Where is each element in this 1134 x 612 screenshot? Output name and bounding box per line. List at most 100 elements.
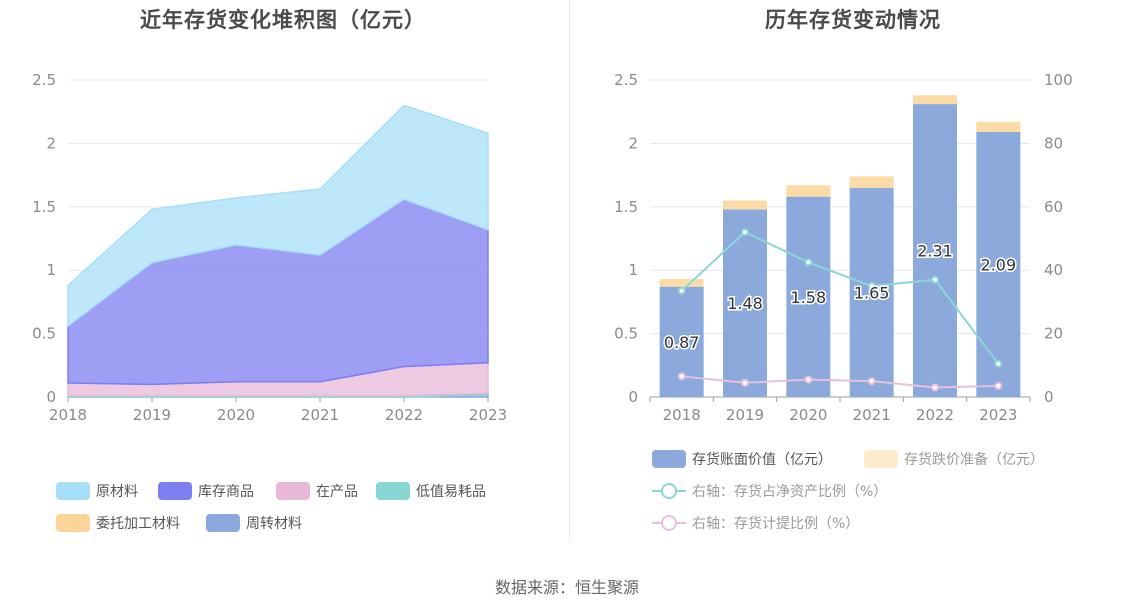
- legend-swatch: [376, 482, 410, 500]
- legend-label: 库存商品: [198, 484, 254, 500]
- left-chart-legend: 原材料 库存商品 在产品 低值易耗品委托加工材料 周转材料: [0, 0, 566, 560]
- y-right-tick-label: 40: [1044, 261, 1063, 279]
- bar-data-label: 2.09: [981, 255, 1017, 274]
- y-right-tick-label: 100: [1044, 71, 1073, 89]
- panel-divider: [569, 0, 570, 542]
- legend-label: 在产品: [316, 484, 358, 500]
- legend-label: 委托加工材料: [96, 516, 180, 532]
- stacked-area-chart: 0 0.5 1 1.5 2 2.5 2018 2019 2020 2021 2022 2023: [32, 71, 507, 424]
- line-point: [677, 286, 686, 295]
- y-tick-label: 0.5: [32, 325, 56, 343]
- legend-label: 存货账面价值（亿元）: [692, 452, 832, 468]
- y-left-tick-label: 0: [628, 388, 638, 406]
- y-tick-label: 0: [46, 388, 56, 406]
- line-point: [994, 359, 1003, 368]
- legend-item-0[interactable]: 存货账面价值（亿元）: [652, 449, 832, 469]
- y-right-tick-label: 80: [1044, 134, 1063, 152]
- right-chart-legend: 存货账面价值（亿元） 存货跌价准备（亿元） 右轴：存货占净资产比例（%） 右轴：存货计…: [572, 0, 1134, 560]
- bar-data-label: 0.87: [664, 333, 700, 352]
- y-right-tick-label: 20: [1044, 325, 1063, 343]
- bar-data-label: 1.48: [727, 294, 763, 313]
- y-left-tick-label: 1: [628, 261, 638, 279]
- line-point: [994, 381, 1003, 390]
- x-tick-label: 2018: [663, 406, 701, 424]
- bar-impairment-reserve: [913, 95, 957, 105]
- right-chart-title: 历年存货变动情况: [765, 8, 941, 32]
- bar-book-value: [723, 209, 767, 397]
- y-left-tick-label: 0.5: [614, 325, 638, 343]
- bar-book-value: [913, 104, 957, 397]
- data-source-caption: 数据来源：恒生聚源: [494, 578, 639, 597]
- legend-swatch: [652, 450, 686, 468]
- legend-swatch: [864, 450, 898, 468]
- y-left-tick-label: 2.5: [614, 71, 638, 89]
- legend-label: 右轴：存货占净资产比例（%）: [692, 484, 888, 500]
- y-left-tick-label: 2: [628, 134, 638, 152]
- legend-item-3[interactable]: 低值易耗品: [376, 481, 486, 501]
- x-tick-label: 2023: [979, 406, 1017, 424]
- legend-label: 低值易耗品: [416, 484, 486, 500]
- line-point: [741, 378, 749, 387]
- bar-impairment-reserve: [659, 279, 704, 287]
- line-point: [804, 258, 813, 267]
- x-tick-label: 2022: [916, 406, 954, 424]
- line-point: [867, 282, 876, 291]
- x-tick-label: 2021: [853, 406, 891, 424]
- y-left-tick-label: 1.5: [614, 198, 638, 216]
- y-right-tick-label: 0: [1044, 388, 1054, 406]
- legend-label: 原材料: [96, 484, 138, 500]
- x-tick-label: 2018: [49, 406, 87, 424]
- bar-data-label: 1.65: [854, 283, 890, 302]
- inventory-stacked-area-panel: 近年存货变化堆积图（亿元） 0 0.5 1 1.5 2 2.5 2018 2019 2020 20…: [0, 0, 566, 560]
- bar-book-value: [976, 131, 1021, 397]
- line-point: [931, 275, 939, 284]
- legend-item-2[interactable]: 在产品: [276, 481, 358, 501]
- bar-impairment-reserve: [723, 200, 767, 210]
- line-point: [804, 375, 813, 384]
- x-tick-label: 2020: [789, 406, 827, 424]
- y-tick-label: 1.5: [32, 198, 56, 216]
- bar-data-label: 1.58: [791, 288, 827, 307]
- y-tick-label: 1: [46, 261, 56, 279]
- legend-swatch: [206, 514, 240, 532]
- legend-line-marker: [652, 514, 686, 532]
- x-tick-label: 2019: [726, 406, 764, 424]
- bar-impairment-reserve: [786, 185, 831, 197]
- legend-item-3[interactable]: 右轴：存货计提比例（%）: [652, 513, 859, 533]
- legend-line-marker: [652, 482, 686, 500]
- x-tick-label: 2021: [301, 406, 339, 424]
- legend-swatch: [56, 482, 90, 500]
- legend-item-1[interactable]: 存货跌价准备（亿元）: [864, 449, 1044, 469]
- legend-item-1[interactable]: 库存商品: [158, 481, 254, 501]
- line-point: [741, 228, 749, 237]
- bar-line-combo-chart: 0 0.5 1 1.5 2 2.5 0 20 40 60 80 100 2018 2019 2020 2021…: [614, 71, 1073, 424]
- x-tick-label: 2019: [133, 406, 171, 424]
- bar-book-value: [786, 196, 831, 397]
- inventory-change-panel: 历年存货变动情况 0 0.5 1 1.5 2 2.5 0 20 40 60 80 100 2018 201…: [572, 0, 1134, 560]
- line-point: [931, 383, 939, 392]
- x-tick-label: 2020: [217, 406, 255, 424]
- legend-swatch: [276, 482, 310, 500]
- y-tick-label: 2: [46, 134, 56, 152]
- legend-item-0[interactable]: 原材料: [56, 481, 138, 501]
- legend-item-2[interactable]: 右轴：存货占净资产比例（%）: [652, 481, 887, 501]
- bar-book-value: [849, 187, 894, 397]
- legend-item-4[interactable]: 委托加工材料: [56, 513, 180, 533]
- legend-label: 存货跌价准备（亿元）: [904, 452, 1044, 468]
- line-point: [867, 377, 876, 386]
- legend-item-5[interactable]: 周转材料: [206, 513, 302, 533]
- bar-data-label: 2.31: [917, 242, 953, 261]
- bar-impairment-reserve: [976, 121, 1021, 132]
- x-tick-label: 2023: [469, 406, 507, 424]
- line-point: [677, 372, 686, 381]
- legend-label: 周转材料: [246, 516, 302, 532]
- area-series-0: [67, 104, 489, 328]
- line-series-1: [681, 375, 999, 389]
- left-chart-title: 近年存货变化堆积图（亿元）: [140, 8, 426, 32]
- x-tick-label: 2022: [385, 406, 423, 424]
- legend-label: 右轴：存货计提比例（%）: [692, 516, 860, 532]
- legend-swatch: [56, 514, 90, 532]
- line-series-0: [680, 230, 1000, 365]
- legend-swatch: [158, 482, 192, 500]
- bar-impairment-reserve: [849, 176, 894, 188]
